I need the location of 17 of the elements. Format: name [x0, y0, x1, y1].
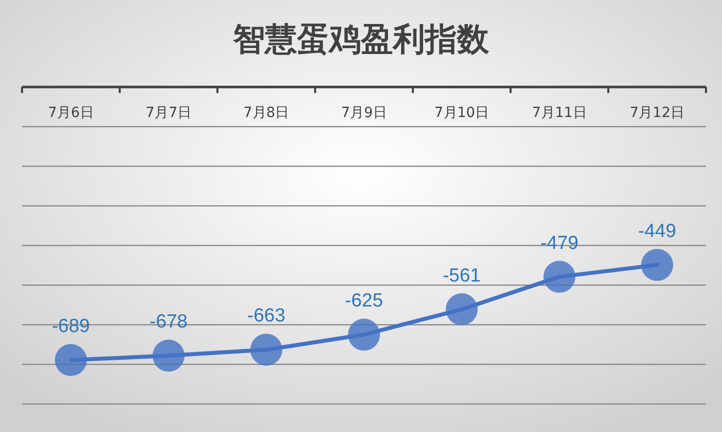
x-tick-label: 7月6日	[48, 105, 94, 121]
data-label: -449	[638, 220, 676, 242]
x-tick-label: 7月9日	[341, 105, 387, 121]
x-tick-label: 7月12日	[630, 105, 685, 121]
point	[54, 344, 87, 376]
data-label: -561	[442, 265, 481, 286]
x-tick-label: 7月7日	[146, 105, 192, 121]
data-label: -663	[247, 306, 286, 327]
x-tick-label: 7月11日	[532, 105, 587, 121]
data-label: -625	[344, 290, 384, 312]
data-label: -689	[52, 316, 90, 338]
data-label: -479	[540, 232, 578, 254]
x-tick-label: 7月8日	[243, 105, 290, 121]
data-label: -678	[150, 312, 188, 333]
point	[641, 248, 674, 281]
x-tick-label: 7月10日	[434, 105, 490, 121]
chart-title: 智慧蛋鸡盈利指数	[232, 20, 490, 58]
